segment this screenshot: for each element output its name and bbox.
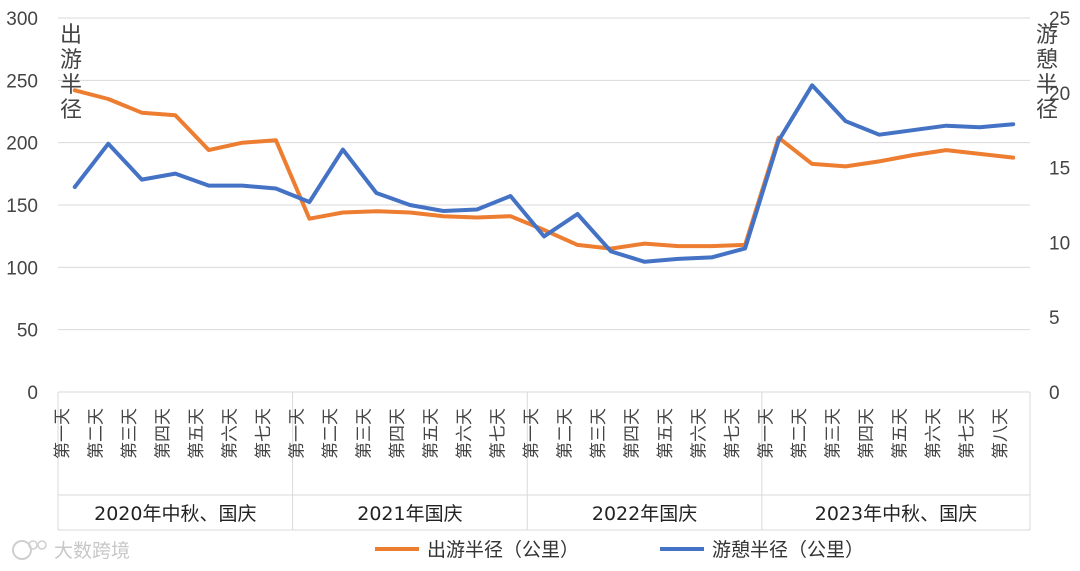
x-group-label: 2020年中秋、国庆 — [94, 503, 256, 525]
x-category-label: 第七天 — [958, 408, 978, 459]
y-right-tick-label: 5 — [1049, 308, 1060, 329]
legend-label: 出游半径（公里） — [427, 539, 579, 561]
watermark-text: 大数跨境 — [54, 540, 130, 562]
series-line — [72, 83, 1016, 264]
x-category-label: 第七天 — [488, 408, 508, 459]
x-category-label: 第三天 — [120, 408, 140, 459]
x-category-label: 第五天 — [891, 408, 911, 459]
x-category-label: 第三天 — [824, 408, 844, 459]
series-line — [72, 88, 1016, 251]
x-category-label: 第三天 — [354, 408, 374, 459]
series-layer — [72, 83, 1016, 264]
y-right-tick-label: 10 — [1049, 233, 1070, 254]
y-right-tick-label: 0 — [1049, 383, 1060, 404]
y-axis-right-title: 游 憩半径 — [1036, 23, 1065, 123]
x-category-label: 第四天 — [623, 408, 643, 459]
watermark: 大数跨境 — [12, 540, 130, 562]
gridlines — [58, 17, 1030, 393]
x-category-label: 第八天 — [991, 408, 1011, 459]
x-group-label: 2023年中秋、国庆 — [815, 503, 977, 525]
x-category-label: 第一天 — [522, 408, 542, 459]
x-category-label: 第六天 — [690, 408, 710, 459]
x-category-label: 第二天 — [321, 408, 341, 459]
x-category-label: 第四天 — [857, 408, 877, 459]
watermark-logo-icon — [12, 540, 47, 560]
x-category-label: 第七天 — [254, 408, 274, 459]
legend-label: 游憩半径（公里） — [712, 539, 864, 561]
y-right-tick-label: 25 — [1049, 9, 1070, 30]
x-category-label: 第五天 — [187, 408, 207, 459]
x-category-label: 第一天 — [53, 408, 73, 459]
x-category-label: 第四天 — [388, 408, 408, 459]
x-category-label: 第五天 — [421, 408, 441, 459]
y-left-tick-label: 100 — [6, 258, 38, 279]
y-left-tick-label: 0 — [27, 383, 38, 404]
x-category-label: 第七天 — [723, 408, 743, 459]
y-axis-left-title: 出 游半径 — [60, 23, 89, 123]
x-group-label: 2021年国庆 — [357, 503, 462, 525]
y-left-tick-label: 150 — [6, 196, 38, 217]
x-category-label: 第二天 — [86, 408, 106, 459]
y-left-tick-label: 250 — [6, 71, 38, 92]
x-category-label: 第六天 — [220, 408, 240, 459]
x-category-label: 第一天 — [287, 408, 307, 459]
y-axis-left: 0 50 100 150 200 250 300 — [6, 9, 38, 404]
x-category-label: 第四天 — [153, 408, 173, 459]
y-right-tick-label: 20 — [1049, 84, 1070, 105]
x-category-label: 第六天 — [924, 408, 944, 459]
y-left-tick-label: 200 — [6, 134, 38, 155]
y-axis-right: 0 5 10 15 20 25 — [1049, 9, 1070, 404]
y-left-tick-label: 50 — [17, 321, 38, 342]
x-group-label: 2022年国庆 — [592, 503, 697, 525]
x-category-label: 第三天 — [589, 408, 609, 459]
y-right-tick-label: 15 — [1049, 159, 1070, 180]
x-category-label: 第五天 — [656, 408, 676, 459]
x-category-label: 第二天 — [556, 408, 576, 459]
x-axis: 第一天 第二天 第三天 第四天 第五天 第六天 第七天 第一天 第二天 第三天 第四天 第五天 第六天第… — [53, 392, 1031, 531]
x-category-label: 第二天 — [790, 408, 810, 459]
legend: 出游半径（公里） 游憩半径（公里） — [375, 539, 864, 561]
x-category-label: 第六天 — [455, 408, 475, 459]
x-category-label: 第一天 — [757, 408, 777, 459]
y-left-tick-label: 300 — [6, 9, 38, 30]
